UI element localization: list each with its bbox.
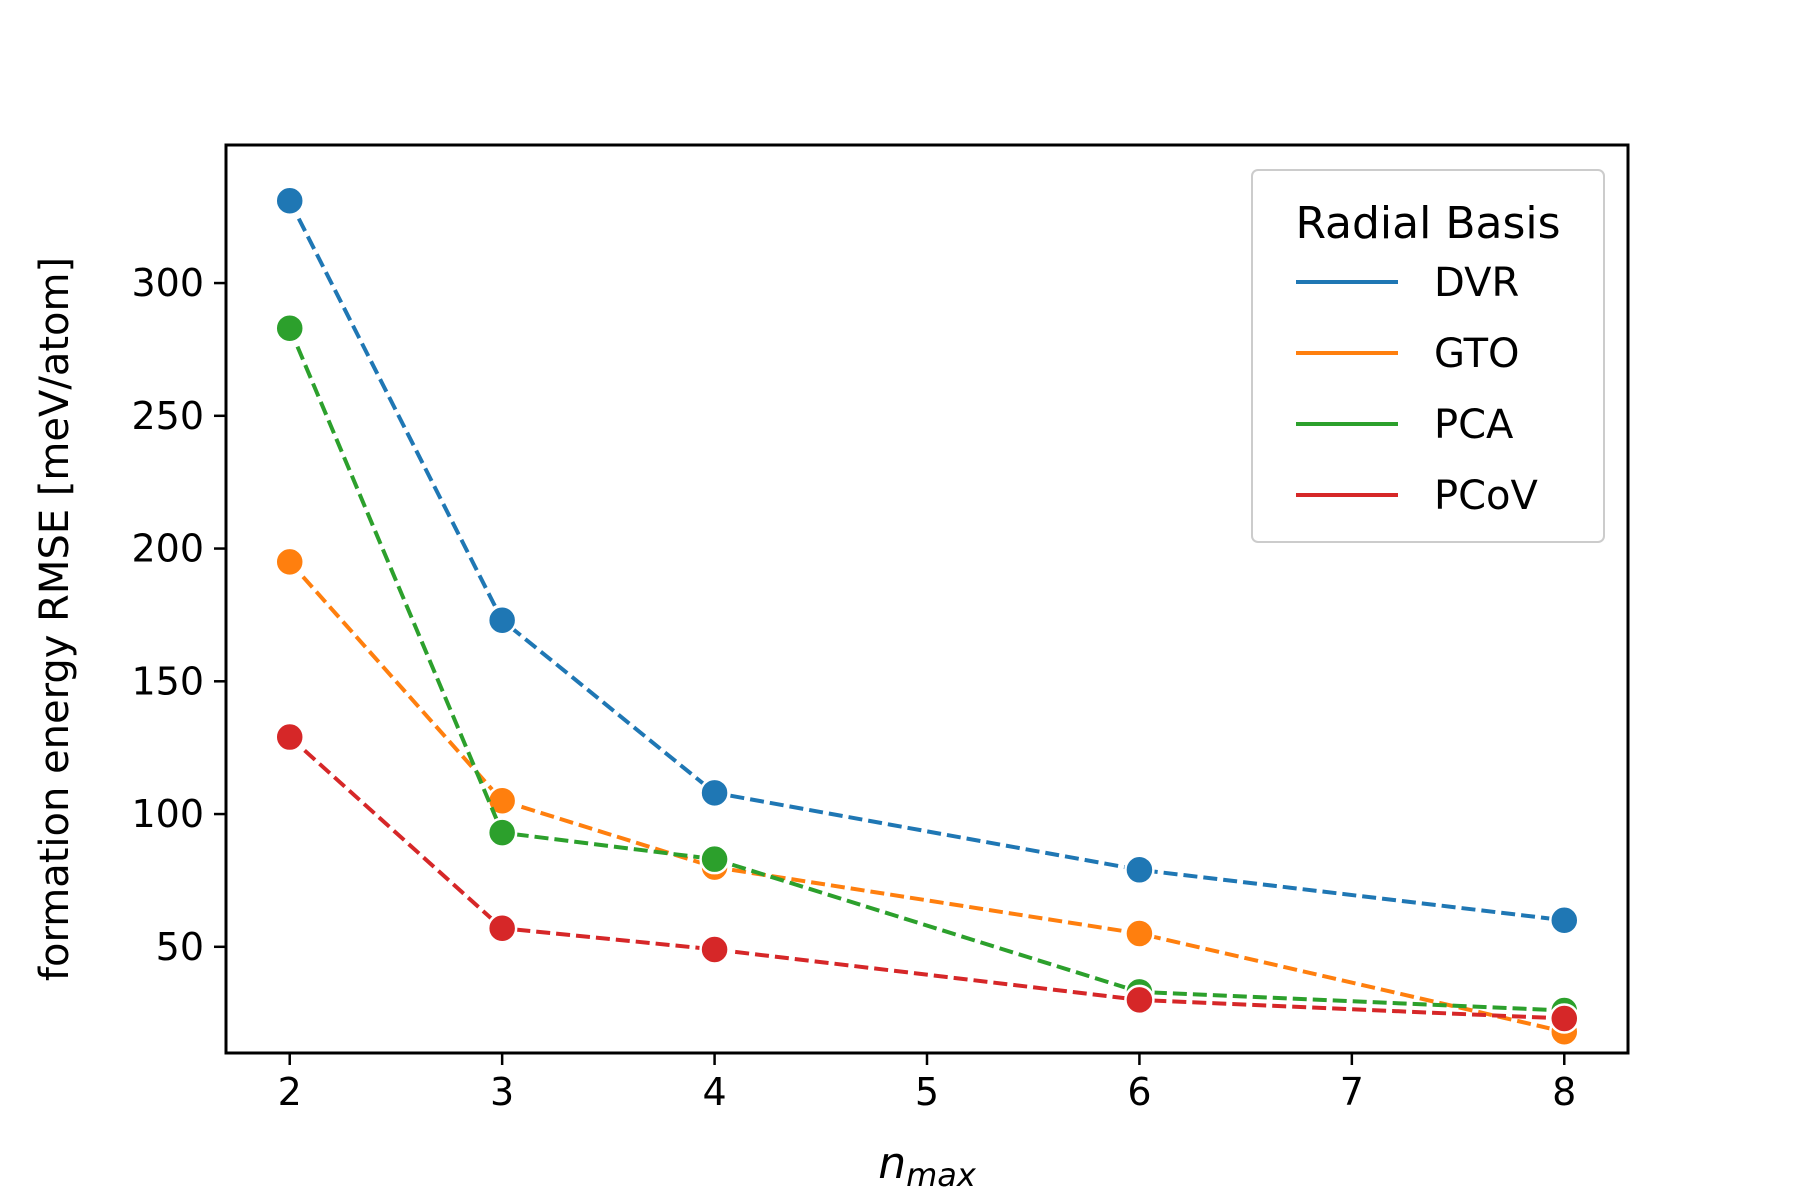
legend-box <box>1251 169 1605 543</box>
data-point-dvr <box>1549 905 1580 936</box>
data-point-pcov <box>699 934 730 965</box>
legend-entry-dvr: DVR <box>1296 260 1519 306</box>
series-dvr <box>274 185 1580 936</box>
ticks-layer: 2 3 4 5 6 7 8 50 100 150 200 250 300 <box>131 261 1576 1114</box>
legend-label-pcov: PCoV <box>1434 473 1539 519</box>
plot-area-frame <box>224 143 1630 1055</box>
data-point-pcov <box>1549 1003 1580 1034</box>
data-point-gto <box>274 546 305 578</box>
series-pcov <box>274 721 1580 1034</box>
data-point-pcov <box>486 912 518 944</box>
data-point-pca <box>699 843 730 875</box>
y-tick-label: 250 <box>131 394 204 438</box>
data-point-pca <box>274 312 305 344</box>
data-point-pcov <box>274 721 305 753</box>
data-point-dvr <box>1124 854 1155 886</box>
x-axis-label: nmax <box>878 1138 977 1194</box>
y-axis-label: formation energy RMSE [meV/atom] <box>32 257 78 981</box>
x-tick-label: 3 <box>490 1070 514 1114</box>
legend-entry-gto: GTO <box>1296 331 1520 377</box>
legend-entries: DVR GTO PCA PCoV <box>1296 260 1539 519</box>
legend-label-pca: PCA <box>1434 402 1514 448</box>
y-tick-label: 150 <box>131 659 204 703</box>
data-point-gto <box>1124 918 1155 949</box>
legend: Radial Basis DVR GTO PCA PCoV <box>1251 169 1605 543</box>
y-tick-label: 300 <box>131 261 204 305</box>
legend-entry-pcov: PCoV <box>1296 473 1539 519</box>
data-point-dvr <box>486 604 518 636</box>
x-tick-label: 2 <box>278 1070 302 1114</box>
y-tick-label: 100 <box>131 792 204 836</box>
legend-label-gto: GTO <box>1434 331 1520 377</box>
x-tick-label: 6 <box>1127 1070 1151 1114</box>
data-point-pca <box>486 817 518 848</box>
data-point-pcov <box>1124 984 1155 1016</box>
x-axis-label-subscript: max <box>906 1156 977 1194</box>
data-point-dvr <box>274 185 305 217</box>
x-tick-label: 5 <box>915 1070 939 1114</box>
series-layer <box>274 185 1580 1048</box>
series-line-pcov <box>288 735 1565 1021</box>
x-tick-label: 4 <box>702 1070 726 1114</box>
y-tick-label: 50 <box>156 925 204 969</box>
y-tick-label: 200 <box>131 527 204 571</box>
legend-entry-pca: PCA <box>1296 402 1514 448</box>
legend-title: Radial Basis <box>1295 198 1560 249</box>
data-point-dvr <box>699 777 730 809</box>
legend-label-dvr: DVR <box>1434 260 1519 306</box>
x-axis-label-main: n <box>878 1138 906 1189</box>
x-tick-label: 8 <box>1552 1070 1576 1114</box>
x-tick-label: 7 <box>1340 1070 1364 1114</box>
